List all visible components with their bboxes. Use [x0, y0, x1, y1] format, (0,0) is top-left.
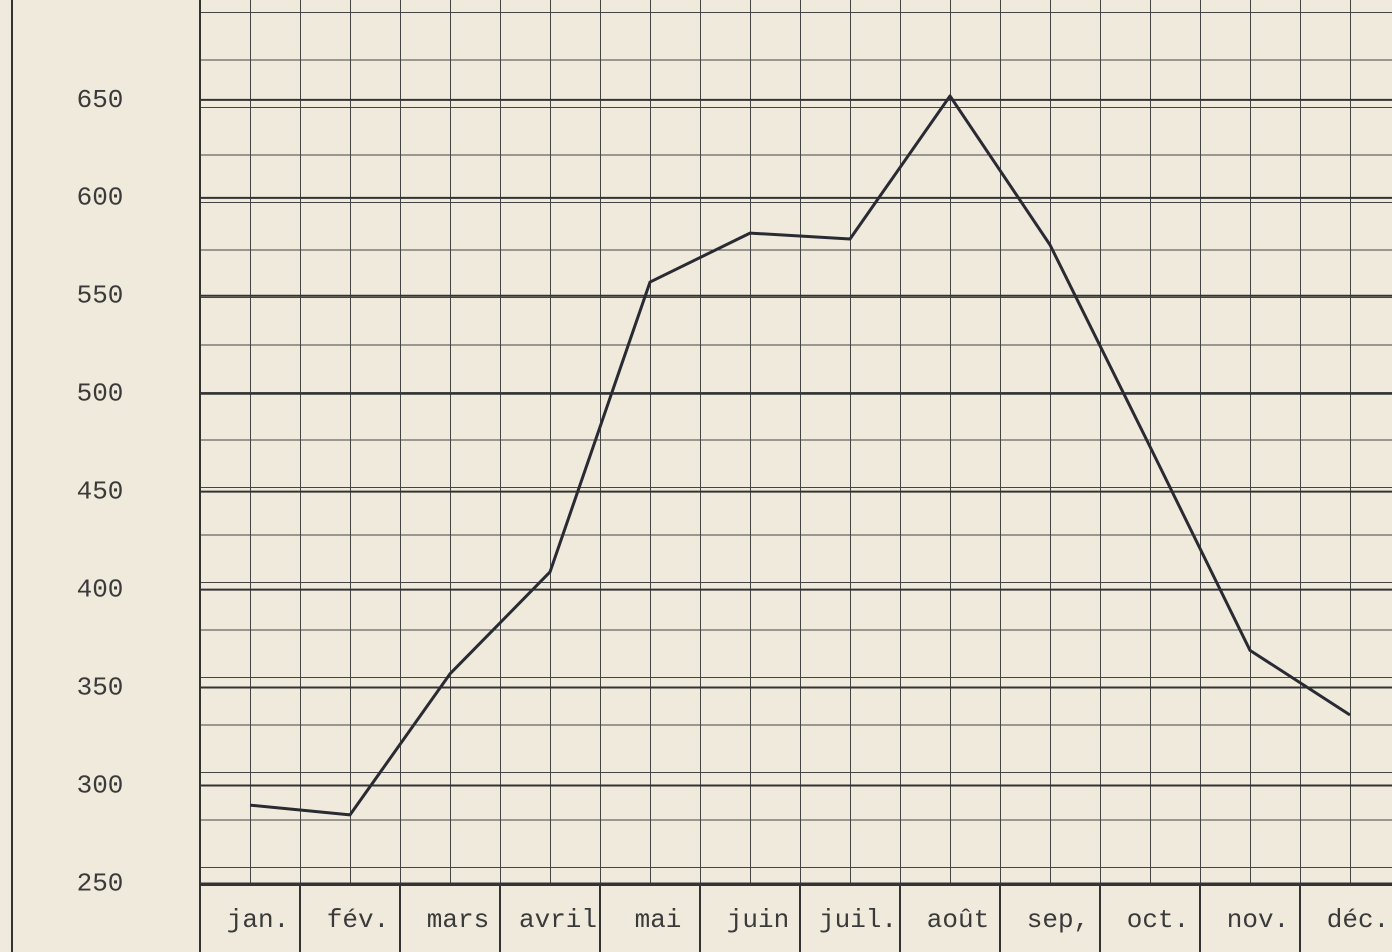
- grid-pattern: [200, 0, 1392, 885]
- y-tick-label: 500: [77, 379, 124, 409]
- y-tick-label: 650: [77, 85, 124, 115]
- x-tick-label: déc.: [1327, 905, 1389, 935]
- x-tick-label: jan.: [227, 905, 289, 935]
- x-tick-label: oct.: [1127, 905, 1189, 935]
- x-tick-label: juil.: [819, 905, 897, 935]
- data-line: [249, 94, 1351, 817]
- x-tick-label: mars: [427, 905, 489, 935]
- y-tick-label: 350: [77, 672, 124, 702]
- y-tick-label: 450: [77, 477, 124, 507]
- y-tick-label: 600: [77, 183, 124, 213]
- x-tick-label: avril: [519, 905, 597, 935]
- y-tick-label: 250: [77, 868, 124, 898]
- x-tick-label: nov.: [1227, 905, 1289, 935]
- y-tick-label: 550: [77, 281, 124, 311]
- y-tick-label: 400: [77, 574, 124, 604]
- x-tick-label: août: [927, 905, 989, 935]
- x-tick-label: juin: [727, 905, 789, 935]
- x-tick-label: fév.: [327, 905, 389, 935]
- x-tick-label: mai: [635, 905, 682, 935]
- x-tick-label: sep,: [1027, 905, 1089, 935]
- y-tick-label: 300: [77, 770, 124, 800]
